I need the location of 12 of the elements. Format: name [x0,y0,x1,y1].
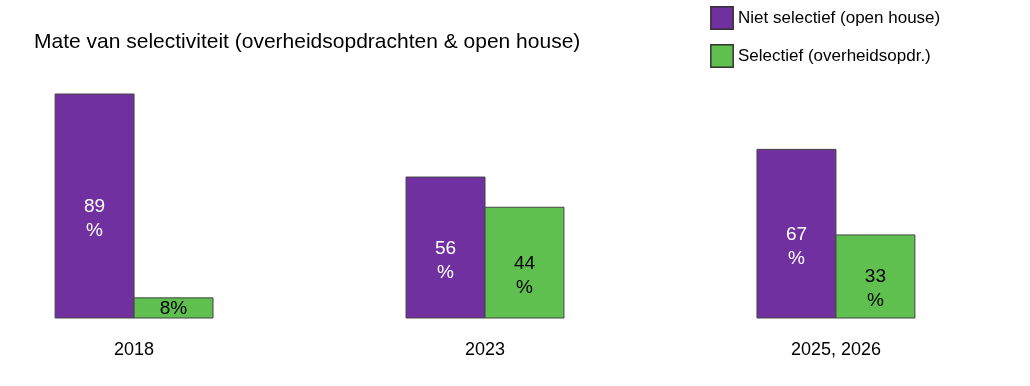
legend-label: Niet selectief (open house) [738,8,941,27]
x-tick-label: 2018 [114,338,155,359]
chart-title: Mate van selectiviteit (overheidsopdrachten & open house) [34,29,581,52]
data-label: 56 % [434,236,457,282]
data-label: 33 % [864,265,886,311]
data-label: 44 % [513,251,536,297]
legend-label: Selectief (overheidsopdr.) [738,46,931,65]
data-label: 67 % [785,222,808,268]
x-tick-label: 2023 [464,338,506,359]
x-tick-label: 2025, 2026 [790,338,881,359]
data-label: 8% [159,296,188,318]
data-label: 89 % [84,195,106,240]
